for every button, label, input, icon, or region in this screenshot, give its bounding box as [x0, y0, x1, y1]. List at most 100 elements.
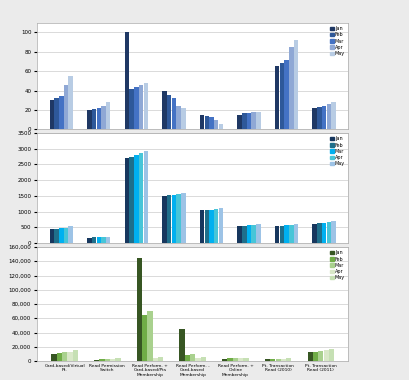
Bar — [99, 359, 104, 361]
Bar — [54, 98, 59, 129]
Bar — [330, 102, 335, 129]
Bar — [218, 124, 222, 129]
Bar — [246, 225, 251, 243]
Bar — [67, 352, 72, 361]
Bar — [56, 353, 62, 361]
Bar — [328, 349, 333, 361]
Bar — [326, 104, 330, 129]
Bar — [222, 358, 227, 361]
Bar — [106, 237, 110, 243]
Bar — [288, 47, 293, 129]
Bar — [213, 209, 218, 243]
Bar — [162, 90, 166, 129]
Bar — [87, 110, 92, 129]
Bar — [237, 115, 241, 129]
Bar — [129, 89, 134, 129]
Bar — [166, 95, 171, 129]
Bar — [176, 194, 180, 243]
Bar — [195, 358, 200, 361]
Bar — [238, 358, 243, 361]
Bar — [190, 354, 195, 361]
Bar — [213, 120, 218, 129]
Bar — [218, 207, 222, 243]
Bar — [204, 210, 209, 243]
Bar — [279, 63, 283, 129]
Bar — [106, 102, 110, 129]
Bar — [134, 155, 138, 243]
Bar — [179, 329, 184, 361]
Bar — [200, 357, 205, 361]
Legend: Jan, Feb, Mar, Apr, May: Jan, Feb, Mar, Apr, May — [327, 135, 346, 168]
Bar — [72, 350, 78, 361]
Bar — [330, 222, 335, 243]
Bar — [241, 113, 246, 129]
Bar — [59, 96, 63, 129]
Bar — [199, 210, 204, 243]
Bar — [184, 355, 189, 361]
Bar — [280, 359, 285, 361]
Bar — [101, 237, 106, 243]
Bar — [87, 238, 92, 243]
Bar — [134, 87, 138, 129]
Bar — [241, 226, 246, 243]
Bar — [143, 151, 148, 243]
Bar — [326, 222, 330, 243]
Bar — [285, 358, 290, 361]
Bar — [317, 223, 321, 243]
Bar — [143, 83, 148, 129]
Bar — [166, 195, 171, 243]
Bar — [312, 108, 316, 129]
Bar — [94, 359, 99, 361]
Bar — [209, 117, 213, 129]
Bar — [97, 108, 101, 129]
Bar — [176, 106, 180, 129]
Bar — [59, 228, 63, 243]
Bar — [246, 113, 251, 129]
Bar — [139, 153, 143, 243]
Bar — [307, 353, 312, 361]
Bar — [124, 158, 129, 243]
Bar — [115, 358, 120, 361]
Bar — [283, 60, 288, 129]
Bar — [293, 40, 297, 129]
Bar — [129, 157, 134, 243]
Bar — [137, 258, 142, 361]
Bar — [54, 229, 59, 243]
Bar — [312, 352, 317, 361]
Bar — [68, 76, 73, 129]
Bar — [147, 311, 152, 361]
Bar — [199, 115, 204, 129]
Bar — [101, 106, 106, 129]
Bar — [251, 112, 255, 129]
Bar — [264, 359, 269, 361]
Bar — [274, 226, 279, 243]
Bar — [209, 209, 213, 243]
Bar — [243, 358, 248, 361]
Bar — [270, 359, 274, 361]
Bar — [293, 224, 297, 243]
Legend: Jan, Feb, Mar, Apr, May: Jan, Feb, Mar, Apr, May — [327, 249, 346, 282]
Bar — [158, 357, 163, 361]
Bar — [162, 196, 166, 243]
Bar — [317, 107, 321, 129]
Bar — [110, 359, 115, 361]
Bar — [227, 358, 232, 361]
Bar — [92, 109, 96, 129]
Bar — [288, 225, 293, 243]
Bar — [171, 98, 176, 129]
Legend: Jan, Feb, Mar, Apr, May: Jan, Feb, Mar, Apr, May — [327, 24, 346, 58]
Bar — [279, 226, 283, 243]
Bar — [181, 108, 185, 129]
Bar — [49, 229, 54, 243]
Bar — [323, 350, 328, 361]
Bar — [63, 228, 68, 243]
Bar — [317, 351, 323, 361]
Bar — [251, 225, 255, 243]
Bar — [256, 224, 260, 243]
Bar — [237, 226, 241, 243]
Bar — [274, 66, 279, 129]
Bar — [124, 32, 129, 129]
Bar — [105, 359, 110, 361]
Bar — [62, 353, 67, 361]
Bar — [181, 193, 185, 243]
